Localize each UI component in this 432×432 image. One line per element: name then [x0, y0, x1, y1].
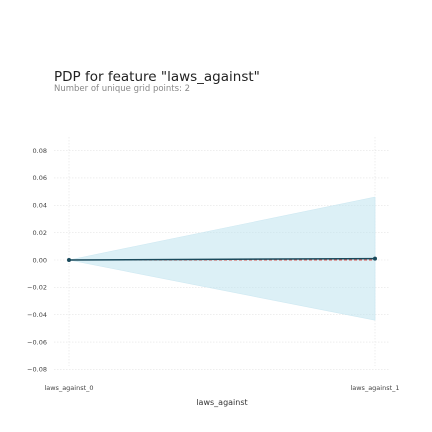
pdp-line [68, 257, 376, 261]
y-tick-label: 0.08 [33, 147, 47, 155]
y-tick-label: −0.06 [27, 338, 47, 346]
y-tick-label: 0.02 [33, 229, 47, 237]
pdp-point [67, 258, 71, 262]
y-tick-label: −0.04 [27, 311, 47, 319]
y-tick-label: −0.08 [27, 366, 47, 374]
pdp-point [373, 256, 377, 261]
band-lower-edge [68, 259, 376, 321]
x-axis-label: laws_against [196, 398, 247, 407]
y-tick-label: 0.04 [33, 202, 47, 210]
x-tick-label: laws_against_0 [44, 384, 93, 392]
y-tick-label: −0.02 [27, 284, 47, 292]
y-tick-label: 0.06 [33, 174, 47, 182]
y-tick-label: 0.00 [33, 256, 47, 264]
x-tick-label: laws_against_1 [350, 384, 399, 392]
tick-layer: −0.08 −0.06 −0.04 −0.02 0.00 0.02 0.04 0.06 0.08… [27, 147, 399, 392]
line-layer [67, 256, 377, 262]
chart-title: PDP for feature "laws_against" [54, 69, 260, 85]
band-upper-edge [68, 196, 376, 261]
chart-subtitle: Number of unique grid points: 2 [54, 84, 191, 94]
